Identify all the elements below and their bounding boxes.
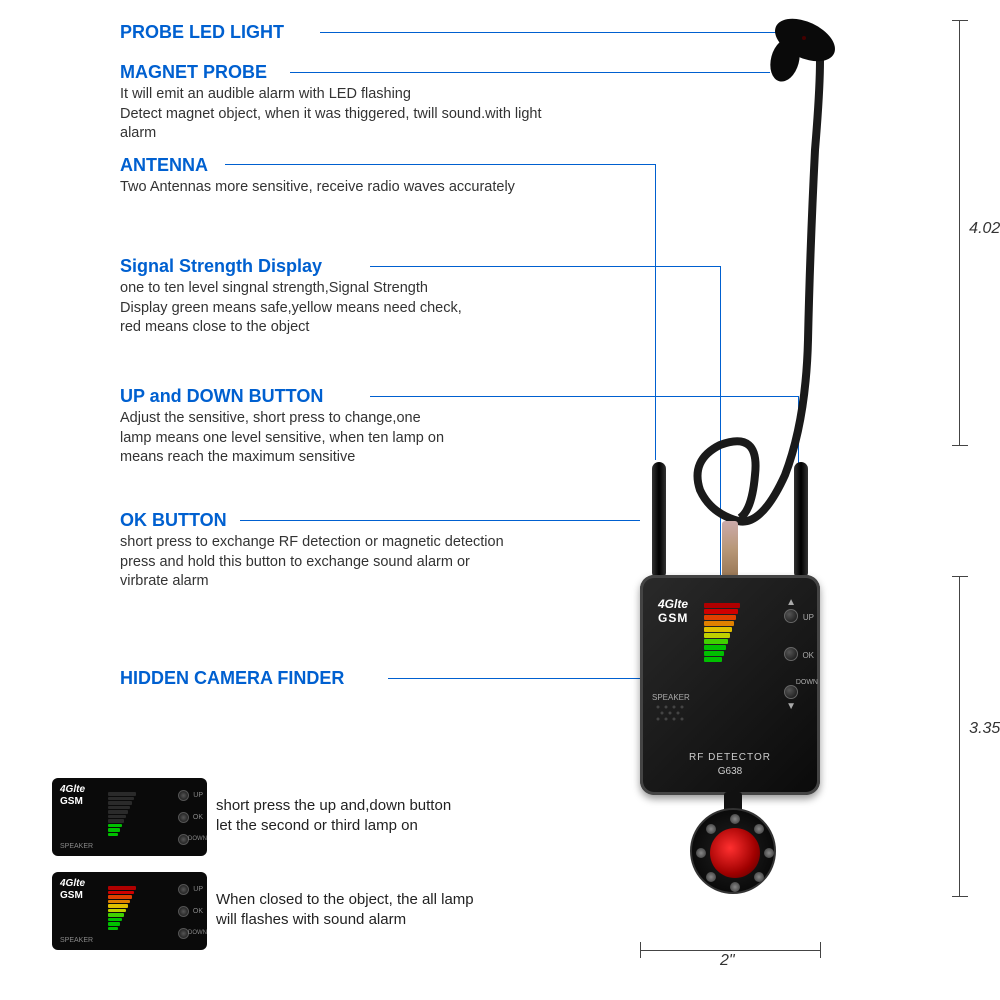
mini-caption-b: When closed to the object, the all lamp …	[216, 890, 516, 929]
speaker-label: SPEAKER	[652, 693, 690, 702]
brand-top: 4Glte	[658, 597, 688, 611]
dim-mid-value: 3.35"	[969, 720, 1000, 738]
dim-line-mid	[959, 576, 960, 896]
down-button[interactable]	[784, 685, 798, 699]
speaker-grill	[654, 703, 694, 729]
mini-ok-lbl: OK	[193, 908, 203, 915]
mini-speaker: SPEAKER	[60, 937, 93, 944]
lens-center	[710, 828, 760, 878]
mini-brand: 4Glte	[60, 784, 85, 795]
mini-up-btn	[178, 884, 189, 895]
mini-panel-a: 4Glte GSM SPEAKER UP OK DOWN	[52, 778, 207, 856]
up-arrow-icon: ▲	[786, 597, 796, 608]
dim-tick	[952, 445, 968, 446]
mini-ok-btn	[178, 906, 189, 917]
mini-ok-lbl: OK	[193, 814, 203, 821]
probe-connector	[722, 521, 738, 577]
dim-tick	[952, 20, 968, 21]
signal-bars	[704, 603, 740, 662]
mini-down-lbl: DOWN	[188, 930, 207, 936]
mini-ok-btn	[178, 812, 189, 823]
dim-line-bottom	[640, 950, 820, 951]
model-label: G638	[640, 766, 820, 777]
up-label: UP	[803, 613, 814, 622]
mini-panel-b: 4Glte GSM SPEAKER UP OK DOWN	[52, 872, 207, 950]
mini-up-lbl: UP	[193, 792, 203, 799]
antenna-left	[652, 462, 666, 577]
antenna-right	[794, 462, 808, 577]
mini-bars-a	[108, 792, 136, 836]
mini-down-lbl: DOWN	[188, 836, 207, 842]
device: 4Glte GSM SPEAKER ▲ UP OK ▼ DOWN RF DETE…	[640, 575, 820, 795]
dim-tick	[952, 576, 968, 577]
ok-button[interactable]	[784, 647, 798, 661]
down-arrow-icon: ▼	[786, 701, 796, 712]
mini-brand2: GSM	[60, 796, 83, 807]
mini-caption-a: short press the up and,down button let t…	[216, 796, 516, 835]
dim-bottom-value: 2"	[720, 952, 735, 970]
camera-finder-lens	[690, 808, 776, 894]
mini-up-lbl: UP	[193, 886, 203, 893]
up-button[interactable]	[784, 609, 798, 623]
dim-tick	[640, 942, 641, 958]
rf-detector-label: RF DETECTOR	[640, 752, 820, 763]
dim-tick	[820, 942, 821, 958]
mini-speaker: SPEAKER	[60, 843, 93, 850]
device-body: 4Glte GSM SPEAKER ▲ UP OK ▼ DOWN RF DETE…	[640, 575, 820, 795]
mini-up-btn	[178, 790, 189, 801]
dim-top-value: 4.02"	[969, 220, 1000, 238]
brand-bottom: GSM	[658, 611, 688, 625]
down-label: DOWN	[796, 679, 818, 686]
mini-brand: 4Glte	[60, 878, 85, 889]
dim-tick	[952, 896, 968, 897]
dim-line-top	[959, 20, 960, 445]
ok-label: OK	[802, 651, 814, 660]
mini-brand2: GSM	[60, 890, 83, 901]
mini-bars-b	[108, 886, 136, 930]
